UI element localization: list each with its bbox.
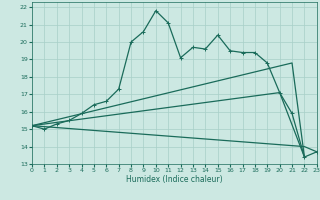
X-axis label: Humidex (Indice chaleur): Humidex (Indice chaleur) (126, 175, 223, 184)
